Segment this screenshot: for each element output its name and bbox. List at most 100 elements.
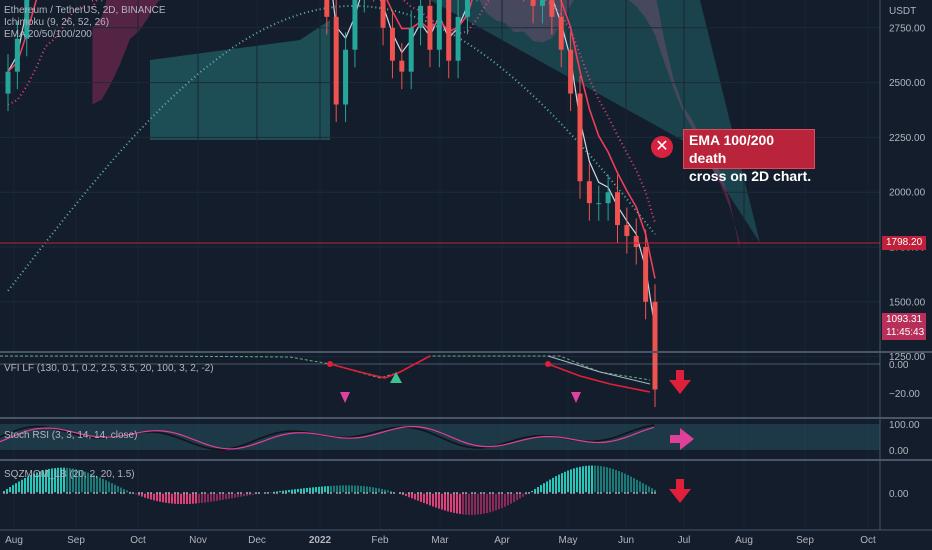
candle[interactable]	[446, 0, 452, 61]
sqz-dot	[315, 492, 317, 494]
candle[interactable]	[343, 49, 349, 105]
sqz-bar	[522, 493, 524, 497]
annotation-callout[interactable]: EMA 100/200 death cross on 2D chart.	[683, 129, 815, 184]
sqz-dot	[342, 492, 344, 494]
time-axis[interactable]: Aug Sep Oct Nov Dec 2022 Feb Mar Apr May Jun Jul Aug…	[5, 535, 876, 546]
vfi-line	[329, 355, 431, 379]
candle[interactable]	[333, 16, 339, 105]
candle[interactable]	[427, 5, 433, 50]
candle[interactable]	[399, 60, 405, 72]
candle[interactable]	[436, 0, 442, 50]
sqz-bar	[198, 493, 200, 504]
sqz-bar	[510, 493, 512, 504]
sqz-dot	[453, 492, 455, 494]
sqz-dot	[189, 492, 191, 494]
sqz-dot	[543, 492, 545, 494]
candle[interactable]	[586, 181, 592, 204]
sqz-bar	[573, 468, 575, 493]
candle[interactable]	[614, 192, 620, 226]
sqz-dot	[465, 492, 467, 494]
sqz-dot	[456, 492, 458, 494]
candle[interactable]	[549, 0, 555, 17]
sqz-dot	[408, 492, 410, 494]
vfi-line-2	[547, 363, 651, 393]
sqz-dot	[285, 492, 287, 494]
x-tick-label: Apr	[494, 535, 510, 546]
ema-legend[interactable]: EMA 20/50/100/200	[4, 29, 92, 40]
sqz-dot	[537, 492, 539, 494]
x-tick-label: Oct	[130, 535, 146, 546]
sqz-dot	[111, 492, 113, 494]
sqz-bar	[618, 471, 620, 493]
candle[interactable]	[596, 203, 602, 205]
y-tick-label: 2500.00	[889, 78, 926, 89]
candle[interactable]	[624, 225, 630, 237]
candle[interactable]	[24, 0, 30, 39]
sqz-bar	[354, 485, 356, 493]
sqz-dot	[306, 492, 308, 494]
candle[interactable]	[568, 49, 574, 94]
candle[interactable]	[389, 27, 395, 61]
sqz-bar	[501, 493, 503, 509]
stoch-legend[interactable]: Stoch RSI (3, 3, 14, 14, close)	[4, 430, 138, 441]
candle[interactable]	[643, 247, 649, 302]
candle[interactable]	[418, 5, 424, 28]
candle[interactable]	[633, 236, 639, 247]
sqz-dot	[432, 492, 434, 494]
sqz-dot	[462, 492, 464, 494]
candle[interactable]	[539, 0, 545, 6]
vfi-legend[interactable]: VFI LF (130, 0.1, 0.2, 2.5, 3.5, 20, 100…	[4, 363, 214, 374]
sqz-bar	[606, 467, 608, 493]
sqz-bar	[348, 485, 350, 493]
candles[interactable]	[5, 0, 658, 408]
sqz-dot	[438, 492, 440, 494]
sqz-bar	[549, 479, 551, 493]
candle[interactable]	[408, 27, 414, 72]
sqz-dot	[387, 492, 389, 494]
candle[interactable]	[652, 301, 658, 390]
candle[interactable]	[577, 93, 583, 182]
sqz-dot	[600, 492, 602, 494]
candle[interactable]	[5, 71, 11, 94]
candle[interactable]	[464, 0, 470, 17]
candle[interactable]	[380, 0, 386, 28]
sqz-dot	[108, 492, 110, 494]
sqz-bar	[123, 488, 125, 493]
sqz-dot	[498, 492, 500, 494]
sqz-dot	[240, 492, 242, 494]
sqz-dot	[57, 492, 59, 494]
candle[interactable]	[455, 16, 461, 61]
candle[interactable]	[558, 16, 564, 50]
sqz-dot	[582, 492, 584, 494]
candle[interactable]	[324, 0, 330, 17]
sqz-bar	[387, 490, 389, 493]
sqz-dot	[396, 492, 398, 494]
sqz-bar	[621, 472, 623, 493]
candle[interactable]	[605, 192, 611, 204]
sqz-bar	[207, 493, 209, 503]
sqz-dot	[480, 492, 482, 494]
sqz-bar	[600, 466, 602, 493]
sqz-legend[interactable]: SQZMOM_LB (20, 2, 20, 1.5)	[4, 469, 135, 480]
candle[interactable]	[530, 0, 536, 6]
ichimoku-cloud	[92, 0, 760, 250]
sqz-dot	[204, 492, 206, 494]
close-circle-icon[interactable]: ✕	[651, 136, 673, 158]
sqz-dot	[165, 492, 167, 494]
x-tick-label: Oct	[860, 535, 876, 546]
x-tick-label: Aug	[5, 535, 23, 546]
sqz-dot	[567, 492, 569, 494]
sqz-dot	[51, 492, 53, 494]
sqz-bar	[216, 493, 218, 501]
symbol-title[interactable]: Ethereum / TetherUS, 2D, BINANCE	[4, 5, 166, 16]
sqz-bar	[453, 493, 455, 513]
annotation-line-2: cross on 2D chart.	[689, 168, 812, 184]
sqz-bar	[351, 485, 353, 493]
sqz-bar	[567, 470, 569, 493]
sqz-bar	[438, 493, 440, 509]
candle[interactable]	[14, 38, 20, 72]
sqz-dot	[69, 492, 71, 494]
candle[interactable]	[352, 0, 358, 50]
ichimoku-legend[interactable]: Ichimoku (9, 26, 52, 26)	[4, 17, 110, 28]
